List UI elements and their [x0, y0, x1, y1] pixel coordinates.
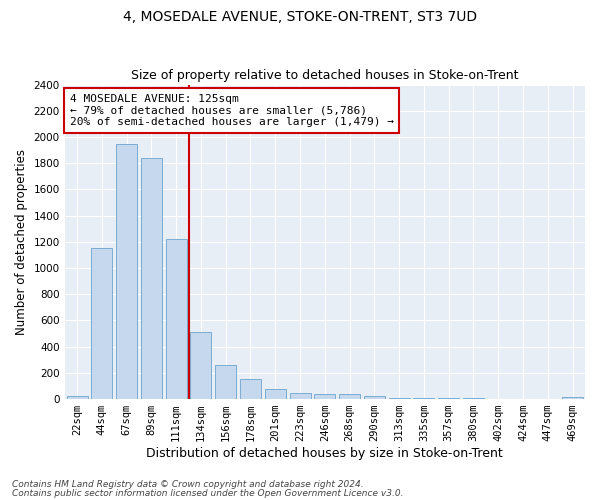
Y-axis label: Number of detached properties: Number of detached properties	[15, 149, 28, 335]
Bar	[166, 239, 187, 399]
Bar	[265, 388, 286, 399]
Bar	[215, 365, 236, 399]
Text: Contains public sector information licensed under the Open Government Licence v3: Contains public sector information licen…	[12, 488, 404, 498]
Text: Contains HM Land Registry data © Crown copyright and database right 2024.: Contains HM Land Registry data © Crown c…	[12, 480, 364, 489]
X-axis label: Distribution of detached houses by size in Stoke-on-Trent: Distribution of detached houses by size …	[146, 447, 503, 460]
Bar	[290, 392, 311, 399]
Bar	[67, 396, 88, 399]
Bar	[562, 397, 583, 399]
Bar	[488, 398, 509, 399]
Bar	[389, 398, 410, 399]
Bar	[141, 158, 162, 399]
Bar	[463, 398, 484, 399]
Text: 4 MOSEDALE AVENUE: 125sqm
← 79% of detached houses are smaller (5,786)
20% of se: 4 MOSEDALE AVENUE: 125sqm ← 79% of detac…	[70, 94, 394, 127]
Bar	[240, 379, 261, 399]
Bar	[190, 332, 211, 399]
Bar	[116, 144, 137, 399]
Title: Size of property relative to detached houses in Stoke-on-Trent: Size of property relative to detached ho…	[131, 69, 518, 82]
Text: 4, MOSEDALE AVENUE, STOKE-ON-TRENT, ST3 7UD: 4, MOSEDALE AVENUE, STOKE-ON-TRENT, ST3 …	[123, 10, 477, 24]
Bar	[91, 248, 112, 399]
Bar	[438, 398, 459, 399]
Bar	[339, 394, 360, 399]
Bar	[364, 396, 385, 399]
Bar	[413, 398, 434, 399]
Bar	[314, 394, 335, 399]
